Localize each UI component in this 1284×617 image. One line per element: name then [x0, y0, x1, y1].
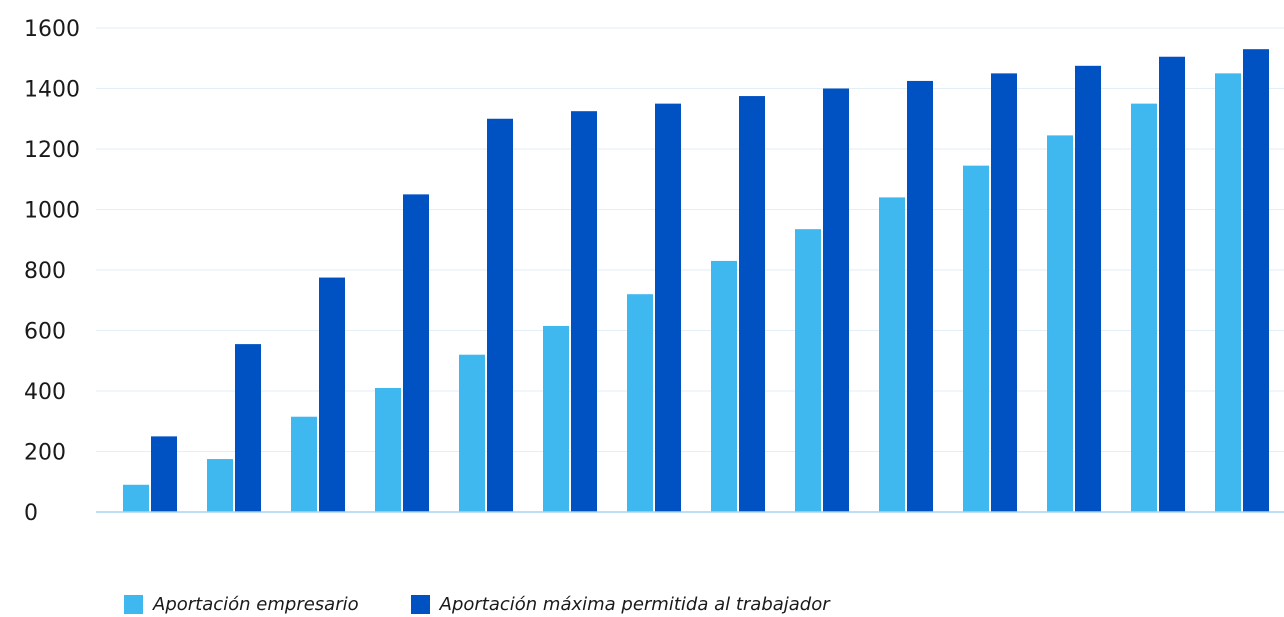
y-tick-label: 1000: [24, 199, 80, 224]
bar-empresario-12: [1047, 135, 1073, 512]
bar-empresario-13: [1131, 103, 1157, 512]
bar-empresario-6: [543, 325, 569, 512]
bar-empresario-11: [963, 165, 989, 512]
bar-trabajador-4: [403, 194, 429, 512]
y-tick-label: 600: [24, 320, 66, 345]
legend-item-empresario: Aportación empresario: [124, 594, 359, 615]
gridlines: [96, 27, 1284, 452]
bar-empresario-4: [375, 387, 401, 512]
bar-empresario-14: [1215, 73, 1241, 512]
legend-swatch-trabajador: [410, 595, 430, 614]
bar-trabajador-3: [319, 277, 345, 512]
bar-trabajador-6: [571, 111, 597, 512]
legend: Aportación empresario Aportación máxima …: [124, 594, 882, 615]
bar-empresario-10: [879, 197, 905, 512]
bar-trabajador-13: [1159, 56, 1185, 513]
y-axis-ticks: 0 200 400 600 800 1000 1200 1400 1600: [24, 17, 80, 526]
bar-trabajador-7: [655, 103, 681, 512]
bar-empresario-8: [711, 260, 737, 512]
bar-trabajador-9: [823, 88, 849, 512]
bar-empresario-1: [123, 484, 149, 512]
bar-empresario-7: [627, 294, 653, 512]
y-tick-label: 1600: [24, 17, 80, 42]
legend-swatch-empresario: [124, 595, 143, 614]
bar-empresario-9: [795, 229, 821, 512]
legend-item-trabajador: Aportación máxima permitida al trabajado…: [410, 594, 830, 615]
y-tick-label: 800: [24, 259, 66, 284]
bar-trabajador-12: [1075, 65, 1101, 512]
legend-label-empresario: Aportación empresario: [153, 594, 359, 615]
y-tick-label: 400: [24, 380, 66, 405]
bar-empresario-2: [207, 459, 233, 512]
bar-empresario-5: [459, 354, 485, 512]
bars: [123, 49, 1269, 513]
y-tick-label: 1200: [24, 138, 80, 163]
bar-trabajador-2: [235, 344, 261, 512]
y-tick-label: 0: [24, 501, 38, 526]
bar-empresario-3: [291, 416, 317, 512]
bar-trabajador-1: [151, 436, 177, 512]
bar-trabajador-8: [739, 96, 765, 512]
bar-trabajador-11: [991, 73, 1017, 512]
bar-trabajador-14: [1243, 49, 1269, 513]
bar-trabajador-5: [487, 118, 513, 512]
y-tick-label: 200: [24, 441, 66, 466]
legend-label-trabajador: Aportación máxima permitida al trabajado…: [439, 594, 830, 615]
bar-trabajador-10: [907, 80, 933, 512]
y-tick-label: 1400: [24, 78, 80, 103]
